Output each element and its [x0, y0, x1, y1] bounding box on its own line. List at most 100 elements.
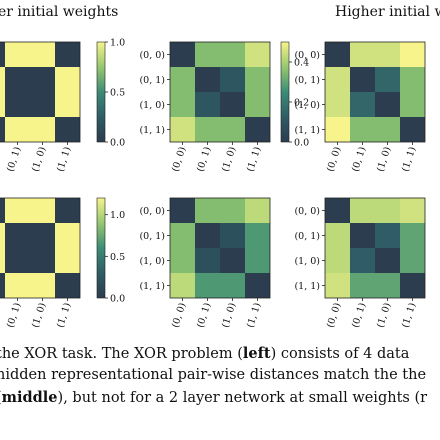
heatmap-cell: [5, 117, 30, 142]
heatmap-cell: [55, 273, 80, 298]
heatmap-cell: [325, 117, 350, 142]
heatmap-cell: [220, 67, 245, 92]
caption-line-3-a: (: [0, 390, 2, 406]
row-tick-label: (0, 1): [139, 231, 165, 242]
heatmap-cell: [55, 248, 80, 273]
row-tick-label: (0, 1): [139, 75, 165, 86]
heatmap-cell: [220, 223, 245, 248]
col-tick-label: (1, 0): [30, 302, 48, 330]
colorbar: [96, 197, 106, 299]
row-tick-label: (1, 0): [294, 100, 320, 111]
heatmap-cell: [30, 223, 55, 248]
caption-line-1-c: ) consists of 4 data: [270, 346, 410, 362]
row-tick-label: (0, 0): [294, 50, 320, 61]
row-tick-label: (0, 0): [139, 206, 165, 217]
heatmap-cell: [55, 117, 80, 142]
heatmap-bottom-left: (0, 0)(0, 1)(1, 0)(1, 1)1.00.50.0: [0, 197, 125, 330]
row-tick-label: (1, 1): [294, 125, 320, 136]
caption-line-3-c: ), but not for a 2 layer network at smal…: [57, 390, 428, 406]
heatmap-cell: [245, 223, 270, 248]
colorbar-tick-label: 0.2: [294, 98, 309, 109]
heatmap-cell: [245, 273, 270, 298]
heatmap-top-middle: (0, 0) (0, 1) (1, 0) (1, 1) (0, 0) (0, 1) (1, …: [139, 41, 309, 174]
row-tick-label: (1, 0): [294, 256, 320, 267]
heatmap-cell: [220, 273, 245, 298]
row-tick-label: (1, 1): [139, 125, 165, 136]
col-tick-label: (1, 0): [220, 302, 238, 330]
colorbar-tick-label: 0.0: [110, 294, 125, 305]
heatmap-frame: [324, 197, 426, 299]
heatmap-cell: [220, 42, 245, 67]
heatmap-cell: [350, 248, 375, 273]
heatmap-frame: [0, 41, 81, 143]
col-tick-label: (0, 0): [170, 302, 188, 330]
heatmap-cell: [350, 223, 375, 248]
heatmap-cell: [170, 42, 195, 67]
caption-bold-middle: middle: [1, 389, 58, 406]
heatmap-cell: [55, 198, 80, 223]
heatmap-cell: [325, 67, 350, 92]
heatmap-cell: [170, 248, 195, 273]
col-tick-label: (1, 1): [245, 302, 263, 330]
col-tick-label: (0, 1): [195, 146, 213, 174]
colorbar: [96, 41, 106, 143]
col-tick-label: (0, 1): [350, 302, 368, 330]
colorbar-tick-label: 0.4: [294, 58, 309, 69]
heatmap-cell: [350, 117, 375, 142]
heatmap-cell: [400, 92, 425, 117]
heatmap-cell: [375, 198, 400, 223]
heatmap-cell: [245, 92, 270, 117]
col-tick-label: (1, 1): [400, 302, 418, 330]
heatmap-cell: [195, 67, 220, 92]
heatmap-cell: [375, 92, 400, 117]
heatmap-cell: [375, 67, 400, 92]
heatmap-cell: [0, 223, 5, 248]
left-column-title: er initial weights: [0, 4, 119, 20]
heatmap-cell: [55, 223, 80, 248]
heatmap-cell: [400, 67, 425, 92]
heatmap-cell: [245, 248, 270, 273]
heatmap-cell: [170, 223, 195, 248]
heatmap-cell: [350, 42, 375, 67]
colorbar-tick-label: 0.0: [294, 138, 309, 149]
col-tick-label: (1, 1): [55, 146, 73, 174]
heatmap-frame: [324, 41, 426, 143]
heatmap-cell: [400, 223, 425, 248]
row-tick-label: (1, 0): [139, 256, 165, 267]
heatmap-cell: [400, 42, 425, 67]
heatmap-cell: [350, 198, 375, 223]
heatmap-cell: [350, 67, 375, 92]
heatmap-cell: [170, 198, 195, 223]
heatmap-cell: [375, 42, 400, 67]
heatmap-cell: [195, 92, 220, 117]
heatmap-cell: [0, 42, 5, 67]
row-tick-label: (0, 0): [139, 50, 165, 61]
heatmap-cell: [30, 67, 55, 92]
row-tick-label: (0, 1): [294, 75, 320, 86]
heatmap-cell: [220, 92, 245, 117]
col-tick-label: (1, 1): [400, 146, 418, 174]
col-tick-label: (1, 1): [245, 146, 263, 174]
heatmap-frame: [169, 197, 271, 299]
heatmap-cell: [0, 67, 5, 92]
col-tick-label: (0, 0): [325, 146, 343, 174]
heatmap-cell: [5, 248, 30, 273]
col-tick-label: (0, 1): [5, 302, 23, 330]
heatmap-top-right: (0, 0) (0, 1) (1, 0) (1, 1) (0, 0) (0, 1) (1, …: [294, 41, 426, 174]
row-tick-label: (1, 1): [139, 281, 165, 292]
heatmap-cell: [245, 198, 270, 223]
heatmap-top-left: (0, 0)(0, 1)(1, 0)(1, 1)1.00.50.0: [0, 38, 125, 174]
heatmap-cell: [0, 248, 5, 273]
heatmap-cell: [325, 42, 350, 67]
colorbar-tick-label: 0.5: [110, 88, 125, 99]
heatmap-cell: [325, 198, 350, 223]
caption-line-3: (middle), but not for a 2 layer network …: [0, 389, 436, 406]
heatmap-bottom-right: (0, 0) (0, 1) (1, 0) (1, 1) (0, 0) (0, 1) (1, …: [294, 197, 426, 330]
heatmap-cell: [5, 67, 30, 92]
caption-line-1: the XOR task. The XOR problem (left) con…: [0, 345, 436, 362]
heatmap-cell: [30, 273, 55, 298]
heatmap-cell: [220, 248, 245, 273]
col-tick-label: (1, 0): [30, 146, 48, 174]
colorbar-tick-label: 0.5: [110, 252, 125, 263]
